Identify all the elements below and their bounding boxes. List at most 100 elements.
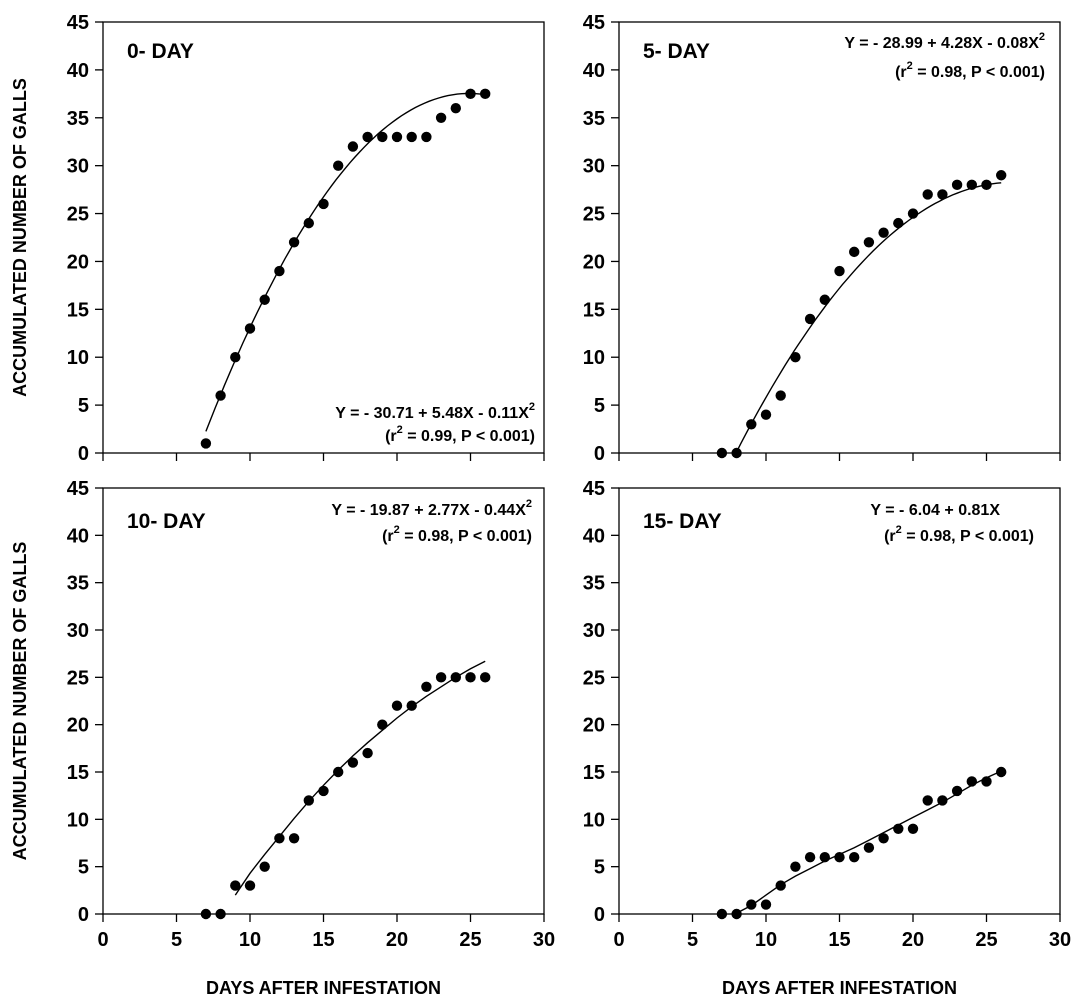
y-tick-label: 15 (583, 762, 605, 784)
data-point (849, 852, 860, 863)
data-point (893, 823, 904, 834)
plot-frame (618, 487, 1061, 915)
y-tick-label: 10 (583, 347, 605, 369)
data-point (922, 795, 933, 806)
chart-panel-1: 0 5 10 15 20 25 30 35 40 45 ACCUMULATED NUMBER OF … (10, 12, 545, 465)
y-axis-label: ACCUMULATED NUMBER OF GALLS (10, 542, 30, 861)
panel-label: 10- DAY (127, 510, 206, 533)
y-tick-label: 40 (67, 525, 89, 547)
y-tick-label: 30 (67, 620, 89, 642)
data-point (465, 88, 476, 100)
chart-panel-4: 0 5 10 15 20 25 30 35 40 45 0 5 10 15 20 25 30 DAYS AFTER… (583, 478, 1071, 998)
y-tick-label: 35 (67, 573, 89, 595)
plot-frame (102, 21, 545, 454)
x-tick-label: 15 (828, 929, 850, 951)
y-tick-label: 10 (67, 347, 89, 369)
data-point (480, 672, 491, 683)
y-tick-label: 20 (67, 251, 89, 273)
y-tick-label: 5 (78, 395, 89, 417)
data-point (259, 861, 270, 872)
y-tick-label: 25 (583, 667, 605, 689)
data-point (200, 438, 212, 449)
data-point (377, 131, 388, 143)
x-tick-label: 30 (533, 929, 555, 951)
data-point (421, 131, 432, 143)
fit-curve (205, 92, 486, 432)
x-axis-label: DAYS AFTER INFESTATION (206, 978, 441, 998)
data-point (966, 179, 977, 191)
data-point (804, 313, 816, 325)
y-tick-label: 30 (67, 156, 89, 178)
plot-frame (102, 487, 545, 915)
data-point (834, 852, 845, 863)
data-point (450, 103, 461, 114)
data-point (760, 899, 772, 910)
data-point (230, 880, 241, 891)
panel-label: 5- DAY (643, 40, 710, 63)
data-point (790, 352, 801, 363)
y-tick-label: 45 (583, 12, 605, 34)
data-point (863, 237, 875, 248)
data-point (951, 179, 963, 191)
data-point (731, 908, 742, 920)
x-tick-label: 25 (975, 929, 997, 951)
y-tick-label: 45 (583, 478, 605, 500)
data-point (288, 237, 300, 248)
chart-panel-2: 0 5 10 15 20 25 30 35 40 45 5- DAY Y = - 28.99 + 4.… (583, 12, 1061, 465)
y-tick-label: 20 (583, 251, 605, 273)
data-point (893, 217, 904, 229)
panel-label: 15- DAY (643, 510, 722, 533)
data-point (819, 852, 830, 863)
data-point (347, 757, 359, 768)
data-point (804, 852, 816, 863)
data-point (406, 131, 417, 143)
data-point (391, 700, 403, 711)
y-tick-label: 5 (78, 857, 89, 879)
x-tick-label: 20 (902, 929, 924, 951)
y-tick-label: 30 (583, 156, 605, 178)
data-point (465, 672, 476, 683)
data-point (966, 776, 977, 787)
y-tick-label: 35 (67, 108, 89, 130)
data-point (259, 294, 270, 305)
y-tick-label: 5 (594, 857, 605, 879)
y-tick-label: 0 (594, 443, 605, 465)
data-point (435, 672, 447, 683)
y-tick-label: 10 (67, 809, 89, 831)
y-tick-label: 40 (67, 60, 89, 82)
data-point (200, 908, 212, 920)
y-tick-label: 15 (583, 299, 605, 321)
x-tick-label: 30 (1049, 929, 1071, 951)
y-tick-label: 0 (594, 904, 605, 926)
data-point (863, 842, 875, 853)
x-tick-label: 5 (687, 929, 698, 951)
data-point (215, 908, 226, 920)
plot-frame (618, 21, 1061, 454)
data-point (746, 899, 757, 910)
data-point (215, 390, 226, 401)
y-tick-label: 0 (78, 443, 89, 465)
regression-stats: (r2 = 0.99, P < 0.001) (385, 424, 535, 445)
data-point (790, 861, 801, 872)
data-point (760, 409, 772, 420)
data-point (716, 447, 728, 459)
data-point (951, 785, 963, 797)
regression-equation: Y = - 6.04 + 0.81X (870, 502, 1000, 519)
x-tick-label: 25 (459, 929, 481, 951)
y-tick-label: 20 (583, 715, 605, 737)
data-point (819, 294, 830, 305)
x-tick-label: 20 (386, 929, 408, 951)
y-tick-label: 25 (67, 204, 89, 226)
data-point (303, 795, 314, 806)
data-point (746, 419, 757, 430)
regression-stats: (r2 = 0.98, P < 0.001) (895, 60, 1045, 81)
data-point (922, 189, 933, 200)
data-point (834, 265, 845, 277)
data-point (849, 246, 860, 258)
fit-curve (735, 182, 1002, 453)
y-tick-label: 25 (583, 204, 605, 226)
y-tick-label: 35 (583, 573, 605, 595)
regression-equation: Y = - 19.87 + 2.77X - 0.44X2 (331, 498, 532, 519)
y-tick-label: 35 (583, 108, 605, 130)
y-tick-label: 15 (67, 299, 89, 321)
